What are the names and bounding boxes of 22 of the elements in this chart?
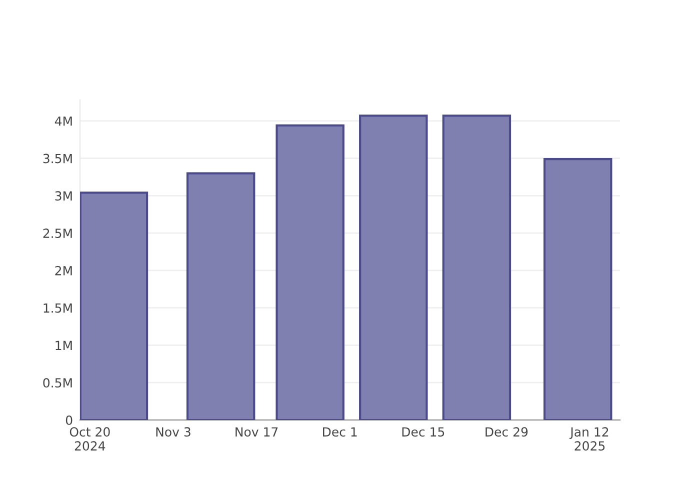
x-tick-label: Dec 1 [323, 427, 357, 437]
y-tick-label: 0.5M [43, 378, 72, 388]
bar [543, 158, 612, 420]
y-tick-label: 1M [56, 340, 72, 350]
bar [442, 114, 512, 420]
bar [276, 124, 344, 420]
y-tick-label: 0 [66, 415, 72, 425]
bar [186, 172, 256, 420]
y-tick-label: 2.5M [43, 228, 72, 238]
x-tick-label: Jan 12 2025 [570, 427, 608, 451]
y-tick-label: 3M [55, 191, 72, 201]
x-tick-label: Dec 29 [486, 427, 528, 437]
y-tick-label: 4M [54, 116, 72, 126]
bar [80, 192, 148, 420]
x-tick-label: Nov 3 [156, 427, 190, 437]
bar [359, 114, 428, 420]
x-tick-label: Dec 15 [402, 427, 444, 437]
x-tick-label: Nov 17 [236, 427, 278, 437]
y-tick-label: 2M [55, 266, 72, 276]
x-tick-label: Oct 20 2024 [70, 427, 110, 451]
y-tick-label: 3.5M [43, 154, 72, 164]
y-tick-label: 1.5M [44, 303, 72, 313]
